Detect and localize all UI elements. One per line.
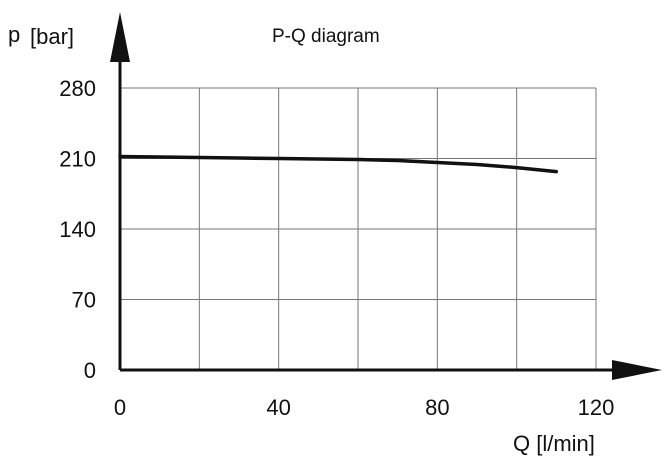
chart-title: P-Q diagram <box>272 26 380 47</box>
y-axis-symbol: p <box>8 22 20 47</box>
x-tick-label: 0 <box>114 395 126 420</box>
x-axis-label: Q [l/min] <box>513 431 595 456</box>
y-tick-label: 70 <box>72 288 96 313</box>
y-tick-label: 210 <box>59 147 96 172</box>
x-tick-label: 40 <box>266 395 290 420</box>
x-tick-label: 80 <box>425 395 449 420</box>
y-axis-unit: [bar] <box>30 24 74 49</box>
y-tick-labels: 0 70 140 210 280 <box>59 76 96 383</box>
y-tick-label: 280 <box>59 76 96 101</box>
x-tick-label: 120 <box>578 395 615 420</box>
y-tick-label: 140 <box>59 217 96 242</box>
grid <box>120 87 597 370</box>
y-tick-label: 0 <box>84 358 96 383</box>
x-tick-labels: 0 40 80 120 <box>114 395 614 420</box>
x-axis-arrow <box>612 360 662 380</box>
series-line <box>118 154 559 174</box>
y-axis-arrow <box>110 12 130 62</box>
axes <box>110 12 662 380</box>
